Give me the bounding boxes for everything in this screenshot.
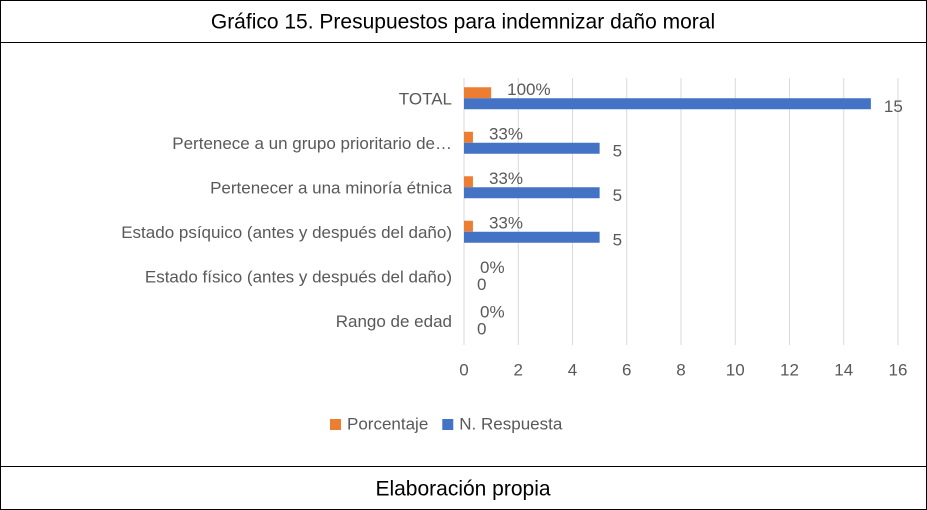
x-tick-label: 8 (676, 360, 685, 379)
data-label: 15 (884, 97, 903, 116)
bar (464, 220, 473, 232)
y-tick-label: TOTAL (399, 90, 452, 109)
chart-title: Gráfico 15. Presupuestos para indemnizar… (211, 11, 715, 34)
x-tick-label: 14 (834, 360, 853, 379)
bar (464, 187, 600, 199)
legend-swatch (330, 419, 341, 430)
data-label: 33% (489, 125, 523, 144)
x-tick-label: 2 (514, 360, 523, 379)
data-label: 0 (477, 320, 486, 339)
x-tick-label: 16 (889, 360, 908, 379)
data-label: 33% (489, 214, 523, 233)
y-tick-label: Estado psíquico (antes y después del dañ… (121, 223, 452, 242)
legend-label: Porcentaje (347, 414, 428, 433)
x-tick-label: 12 (780, 360, 799, 379)
data-label: 0 (477, 275, 486, 294)
footer: Elaboración propia (375, 478, 550, 501)
data-label: 33% (489, 169, 523, 188)
x-tick-label: 10 (726, 360, 745, 379)
legend-label: N. Respuesta (459, 414, 563, 433)
bar (464, 231, 600, 243)
y-tick-label: Pertenece a un grupo prioritario de… (172, 134, 452, 153)
bar (464, 87, 492, 99)
bar (464, 98, 871, 110)
y-tick-label: Rango de edad (336, 312, 452, 331)
data-label: 5 (613, 231, 622, 250)
data-label: 5 (613, 142, 622, 161)
data-label: 100% (507, 80, 550, 99)
x-tick-label: 0 (459, 360, 468, 379)
bar (464, 176, 473, 188)
bar (464, 142, 600, 154)
data-label: 0% (480, 303, 505, 322)
legend-swatch (442, 419, 454, 430)
data-label: 5 (613, 186, 622, 205)
data-label: 0% (480, 258, 505, 277)
x-tick-label: 4 (568, 360, 577, 379)
y-tick-label: Pertenecer a una minoría étnica (210, 179, 452, 198)
bar (464, 131, 473, 143)
x-tick-label: 6 (622, 360, 631, 379)
y-tick-label: Estado físico (antes y después del daño) (145, 268, 452, 287)
